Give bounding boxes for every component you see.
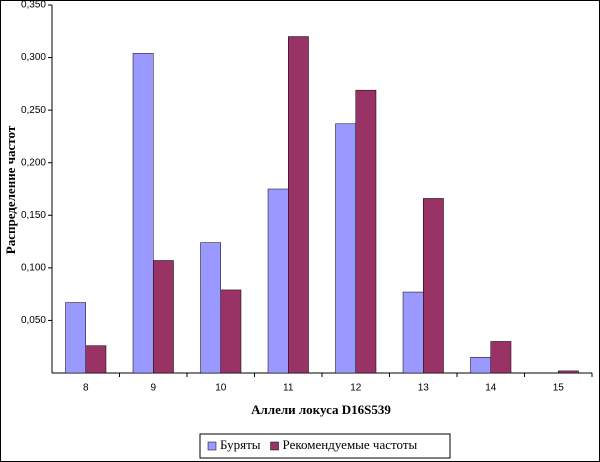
x-tick-label: 9 [150,383,156,394]
legend-swatch [207,441,217,451]
x-tick-label: 12 [350,383,362,394]
bar [423,198,444,374]
x-tick-label: 15 [553,383,565,394]
bar [355,89,377,374]
x-tick-label: 10 [215,383,227,394]
legend-swatch [270,441,279,451]
legend-box [199,433,451,459]
bar [200,242,221,374]
y-tick-label: 0,150 [21,210,46,221]
bar [220,289,242,374]
bar [132,53,154,374]
bar [402,291,424,374]
y-tick-label: 0,050 [21,315,46,326]
bar [335,123,356,374]
legend-label: Рекомендуемые частоты [283,437,418,452]
bar [85,345,107,374]
bar [153,260,174,374]
y-tick-label: 0,250 [21,105,46,116]
y-tick-label: 0,100 [21,262,46,273]
x-axis-label: Аллели локуса D16S539 [251,402,391,417]
bar [288,36,309,374]
bar [558,370,579,374]
x-tick-label: 8 [83,383,89,394]
x-tick-label: 13 [418,383,430,394]
x-tick-label: 14 [485,383,497,394]
y-tick-label: 0,300 [21,52,46,63]
x-tick-label: 11 [283,383,294,394]
bar [267,188,289,374]
y-axis-label: Распределение частот [3,125,18,254]
y-tick-label: 0,200 [21,157,46,168]
y-tick-label: 0,350 [21,0,46,11]
bar [490,341,512,374]
legend-label: Буряты [220,437,261,452]
bar [65,302,86,374]
bar [470,356,491,374]
